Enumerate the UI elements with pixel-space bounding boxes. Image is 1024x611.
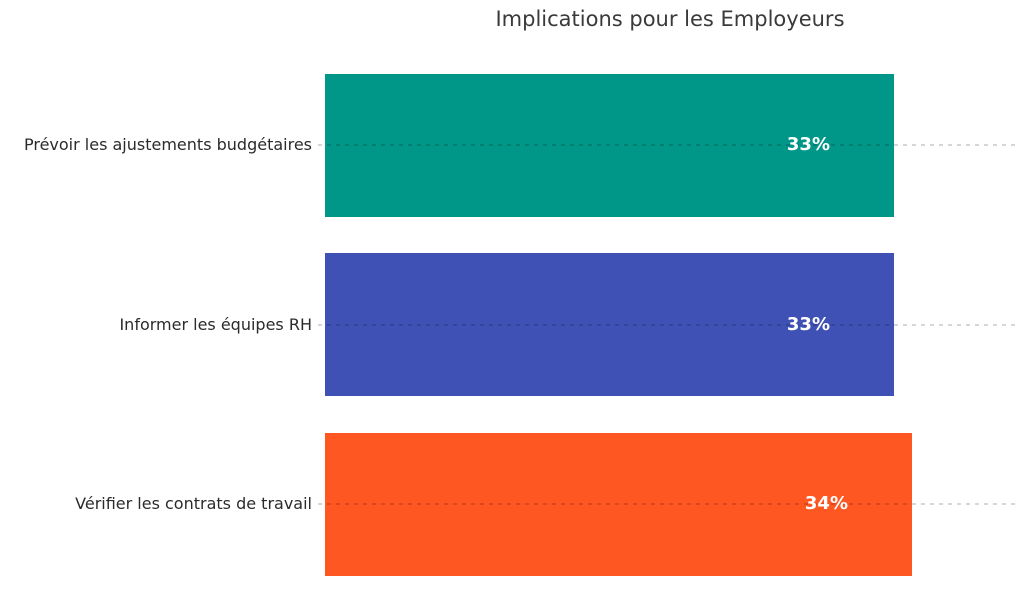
category-label: Vérifier les contrats de travail [75, 494, 312, 513]
chart-bar [325, 432, 912, 576]
gridline [318, 144, 1016, 146]
chart-bar [325, 253, 894, 396]
gridline [318, 323, 1016, 326]
chart-bar [325, 73, 894, 217]
bar-value-label: 33% [786, 313, 830, 335]
gridline [318, 503, 1016, 505]
chart-title: Implications pour les Employeurs [495, 7, 845, 31]
category-label: Prévoir les ajustements budgétaires [23, 135, 312, 154]
bar-value-label: 34% [804, 493, 848, 514]
category-label: Informer les équipes RH [119, 314, 312, 334]
bar-value-label: 33% [786, 134, 830, 155]
